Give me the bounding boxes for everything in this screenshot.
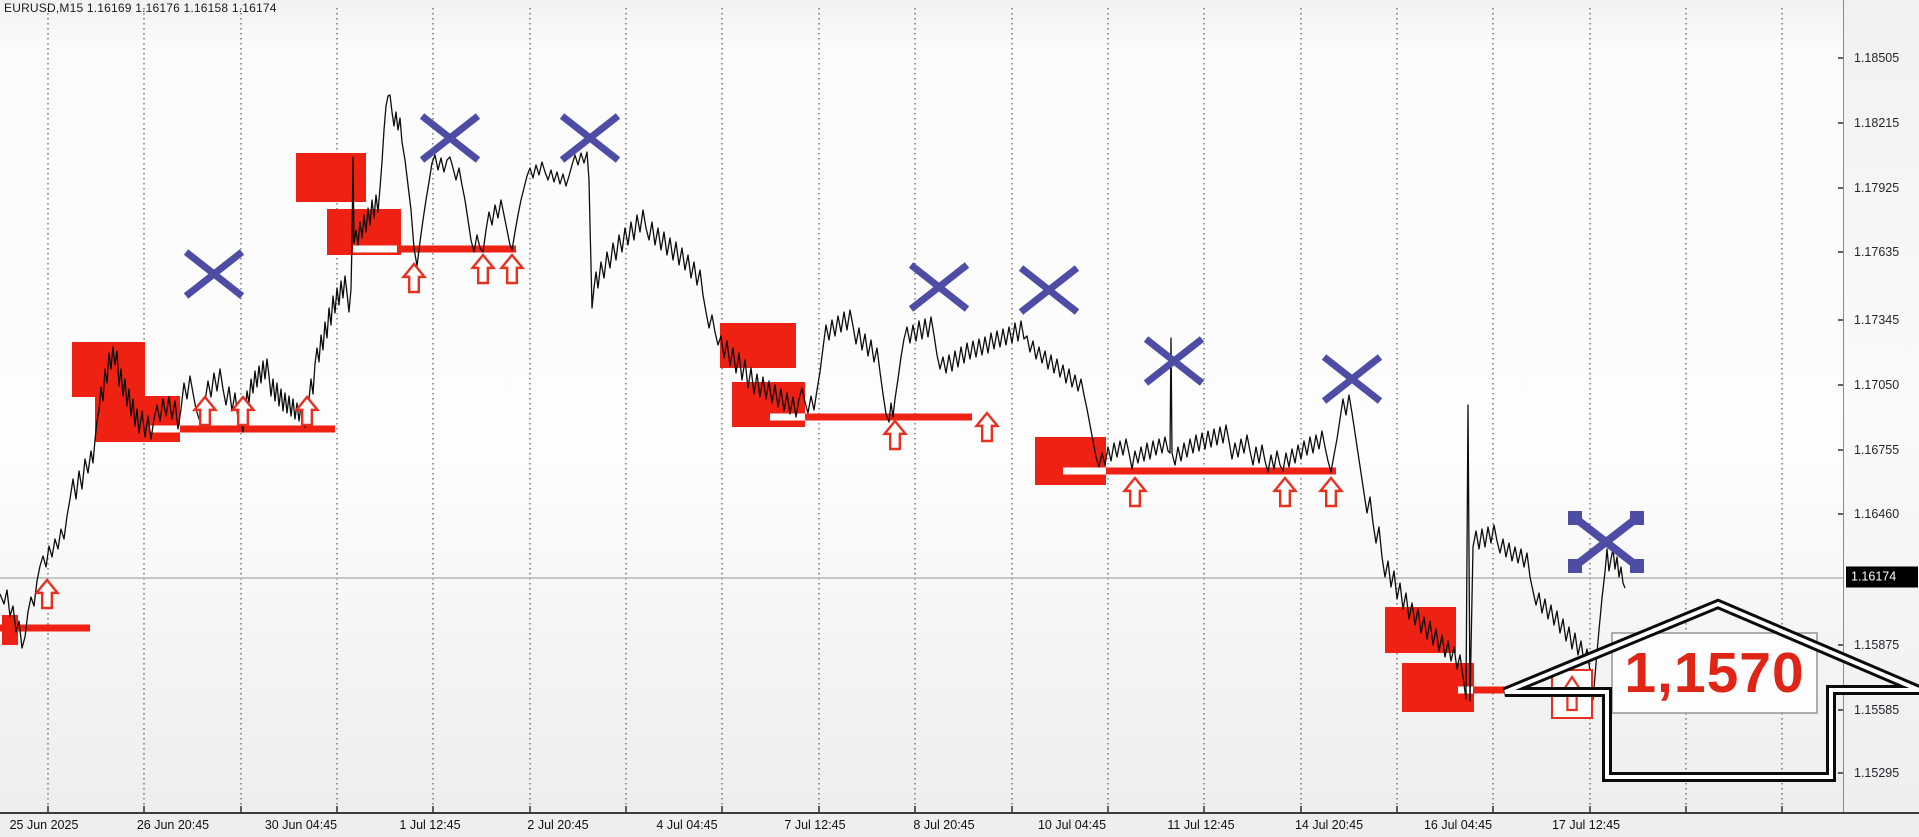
- time-axis-label: 1 Jul 12:45: [399, 818, 461, 832]
- buy-arrow-icon: [33, 578, 61, 610]
- time-axis-label: 14 Jul 20:45: [1294, 818, 1364, 832]
- x-mark-icon: [1018, 265, 1080, 315]
- buy-arrow-icon: [400, 262, 428, 294]
- price-axis-label: 1.15295: [1854, 766, 1900, 780]
- supply-zone: [720, 323, 796, 368]
- x-mark-icon: [1143, 336, 1205, 386]
- supply-zone: [296, 153, 366, 202]
- time-axis-label: 10 Jul 04:45: [1037, 818, 1107, 832]
- time-axis[interactable]: 25 Jun 2025 26 Jun 20:45 30 Jun 04:45 1 Jul…: [0, 812, 1919, 837]
- buy-arrow-icon: [1121, 476, 1149, 508]
- x-mark-endcap: [1630, 511, 1644, 525]
- time-axis-label: 16 Jul 04:45: [1423, 818, 1493, 832]
- price-axis-label: 1.15585: [1854, 703, 1900, 717]
- ohlc-readout: EURUSD,M15 1.16169 1.16176 1.16158 1.161…: [4, 1, 277, 15]
- x-mark-icon: [1321, 354, 1383, 404]
- x-mark-endcap: [1630, 559, 1644, 573]
- price-axis-label: 1.18505: [1854, 51, 1900, 65]
- price-axis-label: 1.16755: [1854, 443, 1900, 457]
- x-mark-endcap: [1568, 559, 1582, 573]
- x-mark-bold-icon: [1572, 514, 1640, 570]
- time-axis-label: 2 Jul 20:45: [527, 818, 589, 832]
- time-axis-label: 30 Jun 04:45: [264, 818, 338, 832]
- x-mark-icon: [183, 249, 245, 299]
- x-mark-icon: [559, 113, 621, 163]
- price-axis-label: 1.17345: [1854, 313, 1900, 327]
- buy-arrow-icon: [229, 395, 257, 427]
- time-axis-label: 25 Jun 2025: [9, 818, 79, 832]
- buy-arrow-icon: [498, 253, 526, 285]
- time-axis-label: 17 Jul 12:45: [1551, 818, 1621, 832]
- price-line: [0, 94, 1626, 702]
- time-axis-label: 8 Jul 20:45: [913, 818, 975, 832]
- price-callout-box: [1611, 632, 1818, 714]
- x-mark-icon: [908, 262, 970, 312]
- buy-arrow-icon: [1271, 476, 1299, 508]
- price-callout-text: 1,1570: [1624, 641, 1805, 705]
- price-axis-label: 1.16460: [1854, 507, 1900, 521]
- buy-arrow-icon: [293, 395, 321, 427]
- price-axis-label: 1.17925: [1854, 181, 1900, 195]
- x-mark-endcap: [1568, 511, 1582, 525]
- time-axis-label: 4 Jul 04:45: [656, 818, 718, 832]
- price-axis-label: 1.18215: [1854, 116, 1900, 130]
- buy-arrow-icon: [973, 411, 1001, 443]
- buy-arrow-icon: [469, 253, 497, 285]
- buy-arrow-icon: [1317, 476, 1345, 508]
- time-axis-label: 11 Jul 12:45: [1167, 818, 1235, 832]
- price-axis-label: 1.15875: [1854, 638, 1900, 652]
- price-axis-label: 1.17635: [1854, 245, 1900, 259]
- current-price-tag: 1.16174: [1846, 566, 1918, 588]
- big-up-arrow-inner: [1504, 601, 1919, 779]
- time-axis-label: 7 Jul 12:45: [784, 818, 846, 832]
- buy-arrow-icon: [881, 419, 909, 451]
- buy-arrow-icon: [191, 395, 219, 427]
- supply-zone: [1035, 437, 1106, 485]
- time-axis-label: 26 Jun 20:45: [136, 818, 210, 832]
- x-mark-icon: [419, 113, 481, 163]
- price-axis-label: 1.17050: [1854, 378, 1900, 392]
